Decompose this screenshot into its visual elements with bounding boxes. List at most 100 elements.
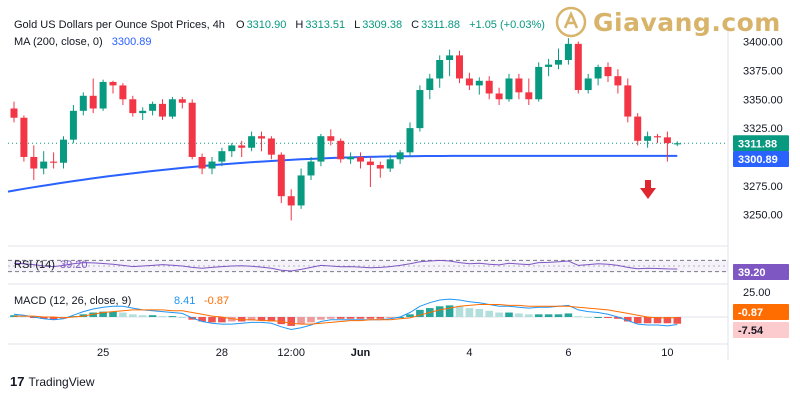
moving-average-line [7, 154, 678, 193]
high-label: H [295, 19, 304, 31]
macd-histogram-bar [109, 311, 117, 317]
candle-body [99, 81, 107, 109]
close-label: C [411, 19, 420, 31]
macd-histogram-bar [525, 314, 533, 317]
tradingview-branding[interactable]: 17 TradingView [10, 374, 95, 389]
macd-histogram-bar [287, 317, 295, 326]
chart-grid [8, 28, 729, 360]
macd-line [13, 298, 678, 331]
time-tick-label: 28 [216, 347, 228, 359]
macd-histogram-bar [158, 316, 167, 318]
macd-title: MACD (12, 26, close, 9) [14, 295, 131, 307]
macd-histogram-bar [534, 314, 543, 317]
macd-histogram-bar [198, 317, 206, 322]
macd-histogram-bar [455, 306, 464, 317]
candle-body [406, 128, 414, 153]
candle-body [317, 136, 325, 162]
candle-body [218, 151, 226, 162]
candle-body [357, 156, 364, 162]
rsi-line-path [13, 259, 678, 272]
candle-body [248, 136, 256, 148]
macd-histogram-bar [554, 314, 563, 317]
macd-histogram-bar [366, 317, 375, 319]
candle-body [60, 139, 67, 163]
macd-histogram-bar [643, 317, 652, 324]
candle-body [574, 43, 582, 91]
candle-body [267, 138, 275, 155]
candle-body [129, 99, 137, 114]
macd-histogram-bar [465, 308, 474, 317]
macd-histogram-bar [148, 315, 157, 317]
candle-body [495, 93, 503, 100]
price-axis: 3400.00 3375.00 3350.00 3325.00 3275.00 3250.… [733, 37, 789, 338]
candle-body [515, 78, 523, 93]
macd-histogram-bar [247, 317, 256, 321]
candle-body [564, 43, 572, 61]
down-arrow-shape [640, 180, 656, 199]
candle-body [238, 145, 246, 148]
candle-body [119, 85, 127, 100]
candle-body [604, 66, 612, 77]
macd-histogram-bar [99, 311, 107, 317]
price-tick-label: 3250.00 [743, 210, 783, 222]
symbol-title: Gold US Dollars per Ounce Spot Prices, 4… [14, 19, 225, 31]
change-value: +1.05 (+0.03%) [469, 19, 545, 31]
giavang-logo-text: Giavang.com [593, 7, 781, 37]
price-tick-label: 3350.00 [743, 94, 783, 106]
price-tick-label: 3275.00 [743, 181, 783, 193]
histogram-value-badge: -7.54 [738, 325, 764, 337]
macd-value: 8.41 [174, 295, 195, 307]
macd-histogram-bar [406, 314, 414, 317]
time-tick-label: Jun [351, 347, 371, 359]
macd-histogram-bar [20, 316, 28, 318]
low-label: L [354, 19, 361, 31]
macd-histogram-bar [277, 317, 286, 325]
candle-body [307, 161, 315, 176]
macd-histogram-bar [386, 317, 394, 318]
candle-body [198, 156, 206, 169]
candle-body [366, 161, 374, 166]
down-arrow-icon [640, 180, 656, 199]
candle-body [505, 78, 513, 100]
candle-body [297, 175, 305, 206]
macd-histogram-bar [544, 314, 553, 317]
ma-price-badge: 3300.89 [738, 154, 778, 166]
candle-body [436, 60, 444, 79]
candle-body [594, 66, 602, 79]
candle-body [168, 99, 176, 117]
rsi-title: RSI (14) [14, 259, 55, 271]
ma-label: MA (200, close, 0) [14, 36, 103, 48]
rsi-value-badge: 39.20 [738, 267, 766, 279]
candle-body [416, 90, 424, 129]
macd-histogram-bar [376, 317, 385, 319]
candle-body [535, 66, 543, 100]
candle-body [634, 116, 642, 141]
candle-body [258, 136, 265, 139]
candle-body [149, 103, 157, 111]
candle-body [465, 78, 473, 86]
candle-body [396, 152, 404, 160]
macd-histogram-bar [336, 317, 345, 319]
price-tick-label: 3400.00 [743, 37, 783, 49]
open-value: 3310.90 [246, 19, 287, 31]
time-tick-label: 10 [661, 347, 673, 359]
macd-histogram-bar [604, 317, 612, 318]
macd-histogram-bar [624, 317, 632, 322]
macd-histogram-bar [327, 317, 335, 319]
macd-histogram-bar [416, 309, 424, 317]
candle-body [50, 161, 58, 163]
macd-histogram-bar [564, 313, 573, 317]
candle-body [89, 95, 97, 109]
macd-histogram-bar [297, 317, 305, 325]
price-tick-label: 3325.00 [743, 123, 783, 135]
candle-body [10, 108, 18, 118]
rsi-value-badge-bg [733, 264, 789, 280]
candle-body [159, 103, 166, 117]
candle-body [545, 64, 553, 67]
macd-histogram-bar [495, 312, 503, 317]
macd-histogram-bar [633, 317, 642, 324]
ma-value: 3300.89 [111, 36, 152, 48]
ma-legend: MA (200, close, 0) 3300.89 [14, 36, 153, 48]
rsi-value: 39.20 [60, 259, 88, 271]
